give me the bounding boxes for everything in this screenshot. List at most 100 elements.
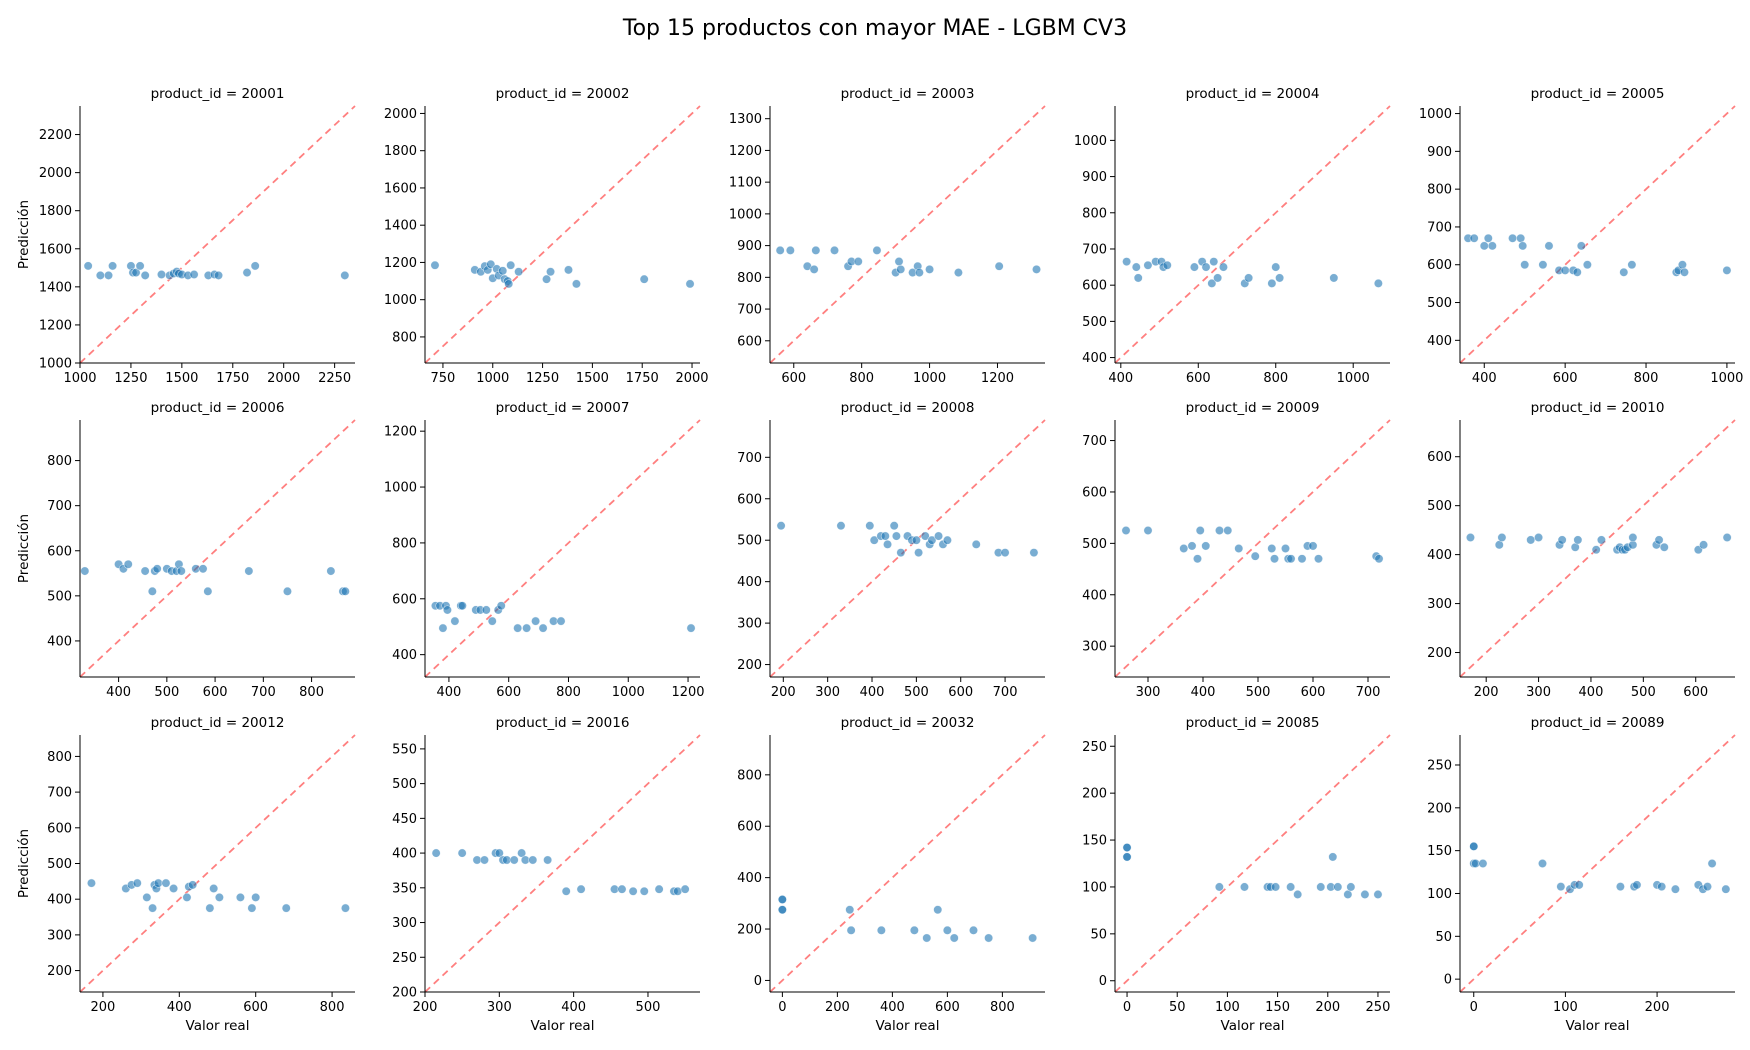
scatter-point xyxy=(1574,880,1584,890)
scatter-point xyxy=(896,548,906,558)
y-tick-label: 400 xyxy=(392,847,417,862)
diagonal-reference-line xyxy=(79,105,356,364)
x-tick-label: 1000 xyxy=(612,685,645,700)
x-tick-label: 400 xyxy=(561,1000,586,1015)
scatter-point xyxy=(1699,540,1709,550)
y-tick-label: 500 xyxy=(1427,296,1452,311)
x-tick-label: 600 xyxy=(1683,685,1708,700)
scatter-point xyxy=(776,521,786,531)
scatter-point xyxy=(1213,273,1223,283)
scatter-point xyxy=(203,586,213,596)
scatter-point xyxy=(1582,260,1592,270)
subplot-1: 1000 1250 1500 1750 2000 2250 1000 1200 1400 1600… xyxy=(16,86,356,386)
subplot-title: product_id = 20009 xyxy=(1186,400,1320,416)
scatter-point xyxy=(1557,535,1567,545)
subplot-title: product_id = 20010 xyxy=(1531,400,1665,416)
scatter-point xyxy=(1308,541,1318,551)
scatter-point xyxy=(934,531,944,541)
y-tick-label: 400 xyxy=(1427,334,1452,349)
scatter-point xyxy=(1628,532,1638,542)
scatter-point xyxy=(777,905,787,915)
y-tick-label: 2000 xyxy=(384,107,417,122)
scatter-point xyxy=(1483,233,1493,243)
scatter-point xyxy=(914,548,924,558)
scatter-point xyxy=(984,933,994,943)
scatter-point xyxy=(1374,554,1384,564)
x-tick-label: 200 xyxy=(771,685,796,700)
y-tick-label: 1800 xyxy=(39,204,72,219)
diagonal-reference-line xyxy=(769,105,1046,364)
scatter-point xyxy=(561,886,571,896)
x-tick-label: 300 xyxy=(1136,685,1161,700)
scatter-point xyxy=(1572,267,1582,277)
scatter-point xyxy=(247,903,257,913)
y-tick-label: 50 xyxy=(1090,927,1107,942)
x-tick-label: 250 xyxy=(1366,1000,1391,1015)
scatter-point xyxy=(1286,882,1296,892)
scatter-point xyxy=(777,894,787,904)
subplot-12: 200 300 400 500 200 250 300 350 400 450 500 550 prod… xyxy=(392,715,701,1034)
scatter-point xyxy=(1193,554,1203,564)
y-tick-label: 800 xyxy=(1427,183,1452,198)
y-tick-label: 500 xyxy=(1427,499,1452,514)
subplot-title: product_id = 20004 xyxy=(1186,86,1320,102)
y-tick-label: 800 xyxy=(737,271,762,286)
scatter-point xyxy=(1478,858,1488,868)
scatter-point xyxy=(1131,262,1141,272)
scatter-point xyxy=(1133,273,1143,283)
x-tick-label: 700 xyxy=(993,685,1018,700)
x-tick-label: 800 xyxy=(299,685,324,700)
scatter-point xyxy=(1250,551,1260,561)
scatter-point xyxy=(542,274,552,284)
y-tick-label: 1400 xyxy=(384,219,417,234)
scatter-point xyxy=(639,886,649,896)
scatter-point xyxy=(131,268,141,278)
scatter-point xyxy=(1560,265,1570,275)
scatter-point xyxy=(853,256,863,266)
scatter-point xyxy=(198,564,208,574)
x-tick-label: 600 xyxy=(1553,371,1578,386)
scatter-point xyxy=(538,623,548,633)
scatter-point xyxy=(479,855,489,865)
y-tick-label: 700 xyxy=(1427,220,1452,235)
y-tick-label: 600 xyxy=(1082,485,1107,500)
y-tick-label: 400 xyxy=(1082,351,1107,366)
scatter-point xyxy=(1591,545,1601,555)
scatter-point xyxy=(1281,543,1291,553)
x-axis-label: Valor real xyxy=(186,1018,250,1034)
scatter-point xyxy=(836,521,846,531)
y-tick-label: 400 xyxy=(737,871,762,886)
scatter-point xyxy=(811,245,821,255)
scatter-point xyxy=(1187,541,1197,551)
scatter-point xyxy=(142,892,152,902)
y-tick-label: 1400 xyxy=(39,280,72,295)
y-tick-label: 500 xyxy=(1082,315,1107,330)
y-tick-label: 800 xyxy=(392,330,417,345)
scatter-point xyxy=(1659,542,1669,552)
y-tick-label: 600 xyxy=(737,334,762,349)
scatter-point xyxy=(1721,884,1731,894)
subplot-title: product_id = 20032 xyxy=(841,715,975,731)
scatter-point xyxy=(244,566,254,576)
scatter-point xyxy=(148,903,158,913)
scatter-point xyxy=(654,884,664,894)
scatter-point xyxy=(442,605,452,615)
scatter-point xyxy=(1275,273,1285,283)
x-tick-label: 1000 xyxy=(1710,371,1743,386)
y-tick-label: 1200 xyxy=(39,318,72,333)
scatter-point xyxy=(830,245,840,255)
scatter-point xyxy=(1333,882,1343,892)
x-tick-label: 1000 xyxy=(63,371,96,386)
y-tick-label: 900 xyxy=(1082,170,1107,185)
scatter-point xyxy=(546,267,556,277)
x-tick-label: 2250 xyxy=(318,371,351,386)
x-tick-label: 1250 xyxy=(114,371,147,386)
x-tick-label: 200 xyxy=(1315,1000,1340,1015)
scatter-point xyxy=(457,848,467,858)
scatter-point xyxy=(496,601,506,611)
y-tick-label: 300 xyxy=(1427,597,1452,612)
scatter-point xyxy=(86,878,96,888)
scatter-point xyxy=(235,892,245,902)
x-tick-label: 1750 xyxy=(626,371,659,386)
x-tick-label: 100 xyxy=(1215,1000,1240,1015)
